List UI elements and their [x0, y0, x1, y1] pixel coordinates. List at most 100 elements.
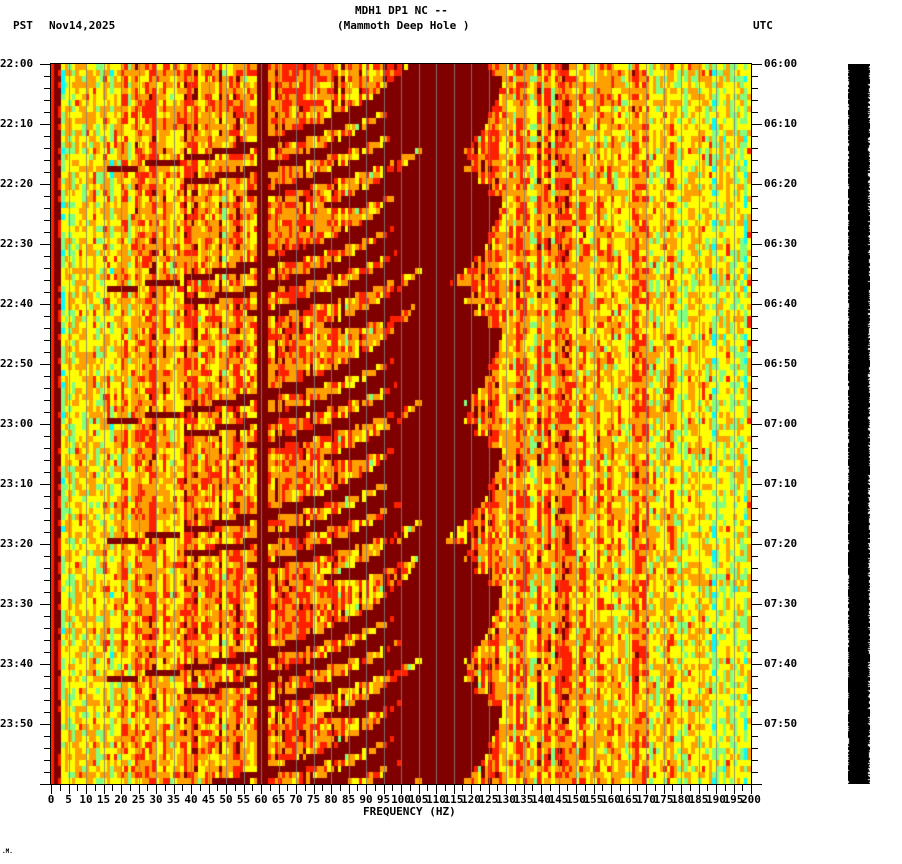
y-tick-left	[44, 700, 50, 701]
y-tick-left	[44, 232, 50, 233]
y-label-left: 23:20	[0, 537, 34, 550]
y-label-left: 22:50	[0, 357, 34, 370]
y-tick-right	[752, 712, 758, 713]
y-tick-left	[44, 676, 50, 677]
y-tick-left	[44, 460, 50, 461]
y-tick-right	[752, 424, 762, 425]
x-tick	[182, 785, 184, 791]
x-tick	[339, 785, 341, 791]
plot-frame	[50, 63, 752, 785]
y-tick-right	[752, 136, 758, 137]
x-label: 80	[324, 793, 338, 806]
x-tick	[269, 785, 271, 791]
x-label: 145	[548, 793, 569, 806]
x-tick	[121, 785, 122, 794]
x-tick	[138, 785, 140, 794]
x-tick	[523, 785, 525, 794]
y-label-left: 23:30	[0, 597, 34, 610]
x-tick	[479, 785, 481, 791]
x-tick	[234, 785, 236, 791]
y-tick-left	[44, 160, 50, 161]
y-tick-left	[44, 400, 50, 401]
x-label: 155	[583, 793, 604, 806]
y-tick-right	[752, 772, 758, 773]
y-label-right: 07:00	[764, 417, 798, 430]
y-tick-left	[44, 136, 50, 137]
y-tick-right	[752, 184, 762, 185]
y-tick-right	[752, 64, 762, 65]
x-tick	[619, 785, 621, 791]
x-tick	[191, 785, 192, 794]
x-tick	[366, 785, 367, 794]
x-tick	[296, 785, 297, 794]
y-tick-left	[44, 616, 50, 617]
y-tick-left	[44, 268, 50, 269]
x-label: 200	[741, 793, 761, 806]
x-label: 50	[219, 793, 233, 806]
x-tick	[401, 785, 402, 794]
y-tick-left	[40, 244, 50, 245]
y-label-right: 06:20	[764, 177, 798, 190]
y-tick-right	[752, 544, 762, 545]
y-tick-left	[44, 736, 50, 737]
x-tick	[164, 785, 166, 791]
y-tick-left	[44, 748, 50, 749]
y-tick-left	[44, 340, 50, 341]
y-tick-left	[44, 112, 50, 113]
x-tick	[252, 785, 254, 791]
y-label-left: 23:00	[0, 417, 34, 430]
y-tick-right	[752, 316, 758, 317]
y-tick-left	[40, 64, 50, 65]
y-tick-right	[752, 160, 758, 161]
x-tick	[593, 785, 595, 794]
y-tick-right	[752, 196, 758, 197]
x-tick	[471, 785, 472, 794]
y-tick-left	[40, 304, 50, 305]
y-label-left: 22:10	[0, 117, 34, 130]
y-tick-left	[44, 640, 50, 641]
y-tick-left	[44, 100, 50, 101]
x-tick	[427, 785, 429, 791]
x-tick	[208, 785, 210, 794]
y-tick-left	[44, 196, 50, 197]
x-label: 60	[254, 793, 268, 806]
x-tick	[689, 785, 691, 791]
x-tick	[567, 785, 569, 791]
y-tick-left	[44, 772, 50, 773]
y-tick-left	[44, 688, 50, 689]
y-tick-left	[44, 436, 50, 437]
x-label: 160	[601, 793, 621, 806]
x-tick	[558, 785, 560, 794]
y-tick-left	[40, 364, 50, 365]
x-label: 125	[478, 793, 499, 806]
y-tick-left	[44, 568, 50, 569]
y-tick-left	[44, 556, 50, 557]
station-line: MDH1 DP1 NC --	[355, 4, 448, 17]
x-tick	[584, 785, 586, 791]
x-label: 10	[79, 793, 93, 806]
y-tick-left	[40, 724, 50, 725]
y-tick-right	[752, 508, 758, 509]
x-tick	[611, 785, 612, 794]
x-label: 175	[653, 793, 674, 806]
x-label: 40	[184, 793, 198, 806]
y-tick-left	[44, 448, 50, 449]
x-label: 165	[618, 793, 639, 806]
x-label: 120	[461, 793, 481, 806]
spectrogram-plot	[51, 64, 751, 784]
y-tick-left	[44, 376, 50, 377]
x-label: 5	[65, 793, 72, 806]
y-label-left: 23:40	[0, 657, 34, 670]
y-tick-right	[752, 568, 758, 569]
x-label: 35	[166, 793, 181, 806]
y-tick-left	[44, 472, 50, 473]
y-tick-right	[752, 280, 758, 281]
y-tick-right	[752, 352, 758, 353]
y-tick-left	[44, 580, 50, 581]
y-tick-right	[752, 148, 758, 149]
x-tick	[112, 785, 114, 791]
y-label-right: 06:30	[764, 237, 798, 250]
y-tick-right	[752, 232, 758, 233]
y-tick-left	[44, 592, 50, 593]
y-tick-left	[40, 124, 50, 125]
